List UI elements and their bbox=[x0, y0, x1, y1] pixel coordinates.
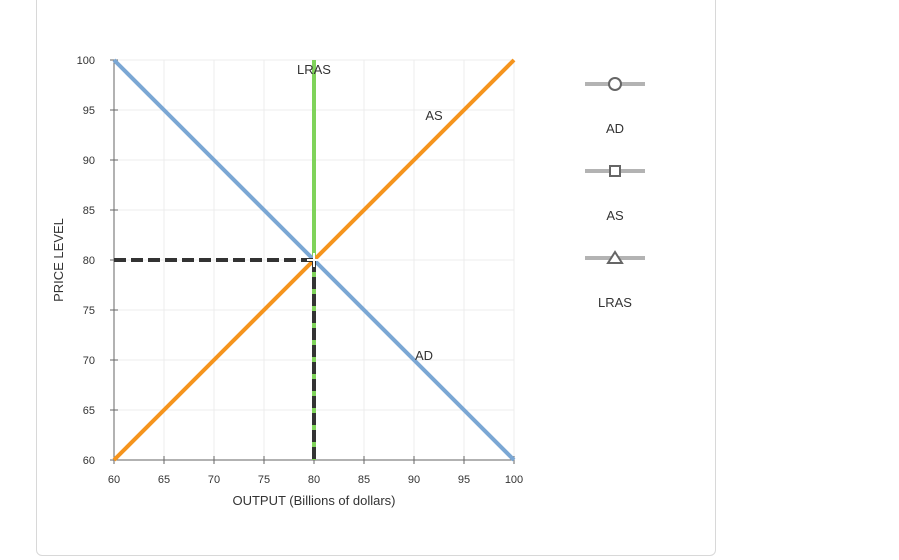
y-tick-label: 75 bbox=[83, 305, 95, 317]
x-tick-label: 95 bbox=[458, 474, 470, 486]
x-tick-label: 60 bbox=[108, 474, 120, 486]
x-tick-label: 90 bbox=[408, 474, 420, 486]
x-tick-label: 65 bbox=[158, 474, 170, 486]
y-tick-label: 100 bbox=[77, 55, 95, 67]
y-tick-label: 70 bbox=[83, 355, 95, 367]
y-tick-label: 95 bbox=[83, 105, 95, 117]
y-tick-label: 65 bbox=[83, 405, 95, 417]
triangle-marker-icon bbox=[606, 250, 624, 264]
legend-label: AD bbox=[606, 121, 624, 136]
y-tick-label: 60 bbox=[83, 455, 95, 467]
x-tick-label: 85 bbox=[358, 474, 370, 486]
x-tick-label: 100 bbox=[505, 474, 523, 486]
x-tick-labels: 60 65 70 75 80 85 90 95 100 bbox=[108, 474, 523, 486]
x-tick-label: 70 bbox=[208, 474, 220, 486]
y-axis-title: PRICE LEVEL bbox=[51, 218, 66, 302]
y-tick-labels: 60 65 70 75 80 85 90 95 100 bbox=[77, 55, 95, 467]
equilibrium-guides bbox=[114, 253, 321, 460]
legend-label: LRAS bbox=[598, 295, 632, 310]
legend-item-ad: AD bbox=[585, 77, 645, 136]
legend: AD AS LRAS bbox=[585, 77, 645, 310]
curve-label-as: AS bbox=[425, 108, 443, 123]
x-tick-label: 80 bbox=[308, 474, 320, 486]
curve-labels: AD AS LRAS bbox=[297, 62, 443, 363]
curve-label-lras: LRAS bbox=[297, 62, 331, 77]
curve-label-ad: AD bbox=[415, 348, 433, 363]
legend-item-lras: LRAS bbox=[585, 250, 645, 310]
x-axis-title: OUTPUT (Billions of dollars) bbox=[232, 493, 395, 508]
y-tick-label: 85 bbox=[83, 205, 95, 217]
x-tick-label: 75 bbox=[258, 474, 270, 486]
legend-label: AS bbox=[606, 208, 624, 223]
y-tick-label: 80 bbox=[83, 255, 95, 267]
legend-item-as: AS bbox=[585, 165, 645, 223]
square-marker-icon bbox=[609, 165, 621, 177]
circle-marker-icon bbox=[608, 77, 622, 91]
y-tick-label: 90 bbox=[83, 155, 95, 167]
